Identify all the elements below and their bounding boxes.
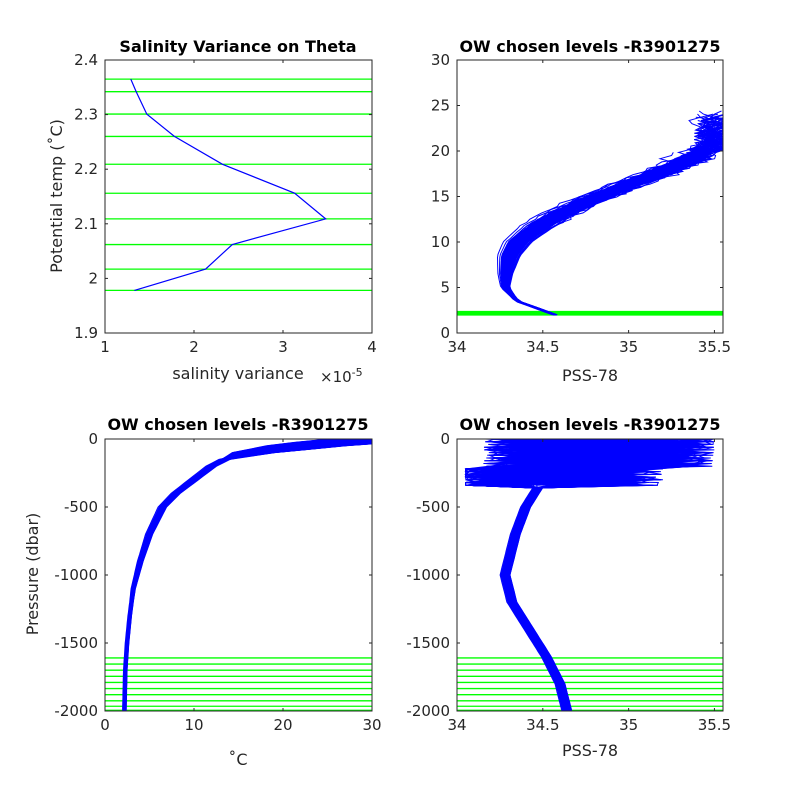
ts-profile-line (509, 164, 689, 316)
ts-profile-line (498, 113, 707, 316)
panel-theta-salinity: OW chosen levels -R3901275 PSS-78 34 34.5… (431, 37, 731, 385)
panel-salinity-variance: Salinity Variance on Theta salinity vari… (47, 37, 377, 386)
plot-area (105, 439, 372, 711)
ts-profile-line (504, 123, 717, 316)
salinity-profile-line (474, 439, 691, 711)
x-axis-label: PSS-78 (562, 741, 618, 760)
x-tick-label: 34.5 (526, 716, 559, 734)
plot-area (105, 78, 372, 292)
x-tick-label: 34.5 (526, 338, 559, 356)
axes-box (104, 59, 373, 334)
variance-series-line (130, 78, 327, 291)
y-tick-label: 2 (88, 269, 98, 287)
ts-profile-line (501, 123, 716, 316)
ts-profile-line (503, 123, 723, 316)
x-tick-label: 30 (362, 716, 381, 734)
x-axis-label: ˚C (228, 750, 247, 769)
panel-title: OW chosen levels -R3901275 (459, 415, 720, 434)
y-tick-label: 2.1 (74, 215, 98, 233)
temperature-profile-line (124, 439, 338, 711)
y-tick-label: 5 (440, 279, 450, 297)
y-tick-label: 2.4 (74, 51, 98, 69)
panel-temperature-pressure: OW chosen levels -R3901275 ˚C Pressure (… (23, 415, 382, 769)
x-tick-label: 0 (100, 716, 110, 734)
ts-profile-line (504, 110, 723, 316)
y-tick-label: 10 (431, 233, 450, 251)
x-tick-label: 34 (447, 338, 466, 356)
temperature-profile-line (123, 439, 333, 711)
y-tick-label: -2000 (406, 702, 450, 720)
panel-title: Salinity Variance on Theta (119, 37, 356, 56)
plot-area (457, 439, 723, 711)
ts-profile-line (504, 116, 719, 316)
y-tick-label: -500 (64, 498, 98, 516)
ts-profile-line (501, 120, 719, 316)
y-tick-label: 0 (440, 430, 450, 448)
panel-salinity-pressure: OW chosen levels -R3901275 PSS-78 34 34.5… (406, 415, 731, 760)
x-tick-label: 10 (184, 716, 203, 734)
ts-profile-line (507, 177, 659, 316)
y-tick-label: 2.2 (74, 160, 98, 178)
y-axis-label: Potential temp (˚C) (47, 119, 66, 273)
x-tick-label: 4 (367, 338, 377, 356)
y-tick-label: 20 (431, 142, 450, 160)
temperature-profile-line (122, 439, 343, 711)
x-tick-label: 3 (278, 338, 288, 356)
x-tick-label: 35 (619, 716, 638, 734)
x-axis-label: salinity variance (172, 364, 303, 383)
y-tick-label: -1000 (406, 566, 450, 584)
y-tick-label: 15 (431, 188, 450, 206)
panel-title: OW chosen levels -R3901275 (107, 415, 368, 434)
y-tick-label: 30 (431, 51, 450, 69)
x-tick-label: 1 (100, 338, 110, 356)
ts-profile-line (505, 155, 701, 316)
x-tick-label: 35 (619, 338, 638, 356)
x-tick-label: 2 (189, 338, 199, 356)
x-exponent-label: ×10-5 (320, 366, 363, 386)
y-tick-label: 2.3 (74, 106, 98, 124)
ts-profile-line (503, 113, 723, 316)
y-tick-label: 1.9 (74, 324, 98, 342)
x-tick-label: 35.5 (698, 716, 731, 734)
x-tick-label: 35.5 (698, 338, 731, 356)
y-tick-label: -1000 (54, 566, 98, 584)
plot-area (457, 110, 723, 316)
ts-profile-line (503, 155, 695, 316)
y-tick-label: -500 (416, 498, 450, 516)
y-tick-label: -1500 (406, 634, 450, 652)
y-axis-label: Pressure (dbar) (23, 513, 42, 636)
y-tick-label: -2000 (54, 702, 98, 720)
salinity-profile-line (465, 439, 680, 711)
y-tick-label: -1500 (54, 634, 98, 652)
ts-profile-line (506, 139, 723, 316)
ts-profile-line (504, 122, 723, 316)
x-axis-label: PSS-78 (562, 366, 618, 385)
ts-profile-line (496, 152, 674, 316)
ts-profile-line (503, 110, 723, 316)
ts-profile-line (502, 120, 718, 316)
y-tick-label: 0 (88, 430, 98, 448)
y-tick-label: 25 (431, 97, 450, 115)
x-tick-label: 20 (273, 716, 292, 734)
y-tick-label: 0 (440, 324, 450, 342)
panel-title: OW chosen levels -R3901275 (459, 37, 720, 56)
x-tick-label: 34 (447, 716, 466, 734)
